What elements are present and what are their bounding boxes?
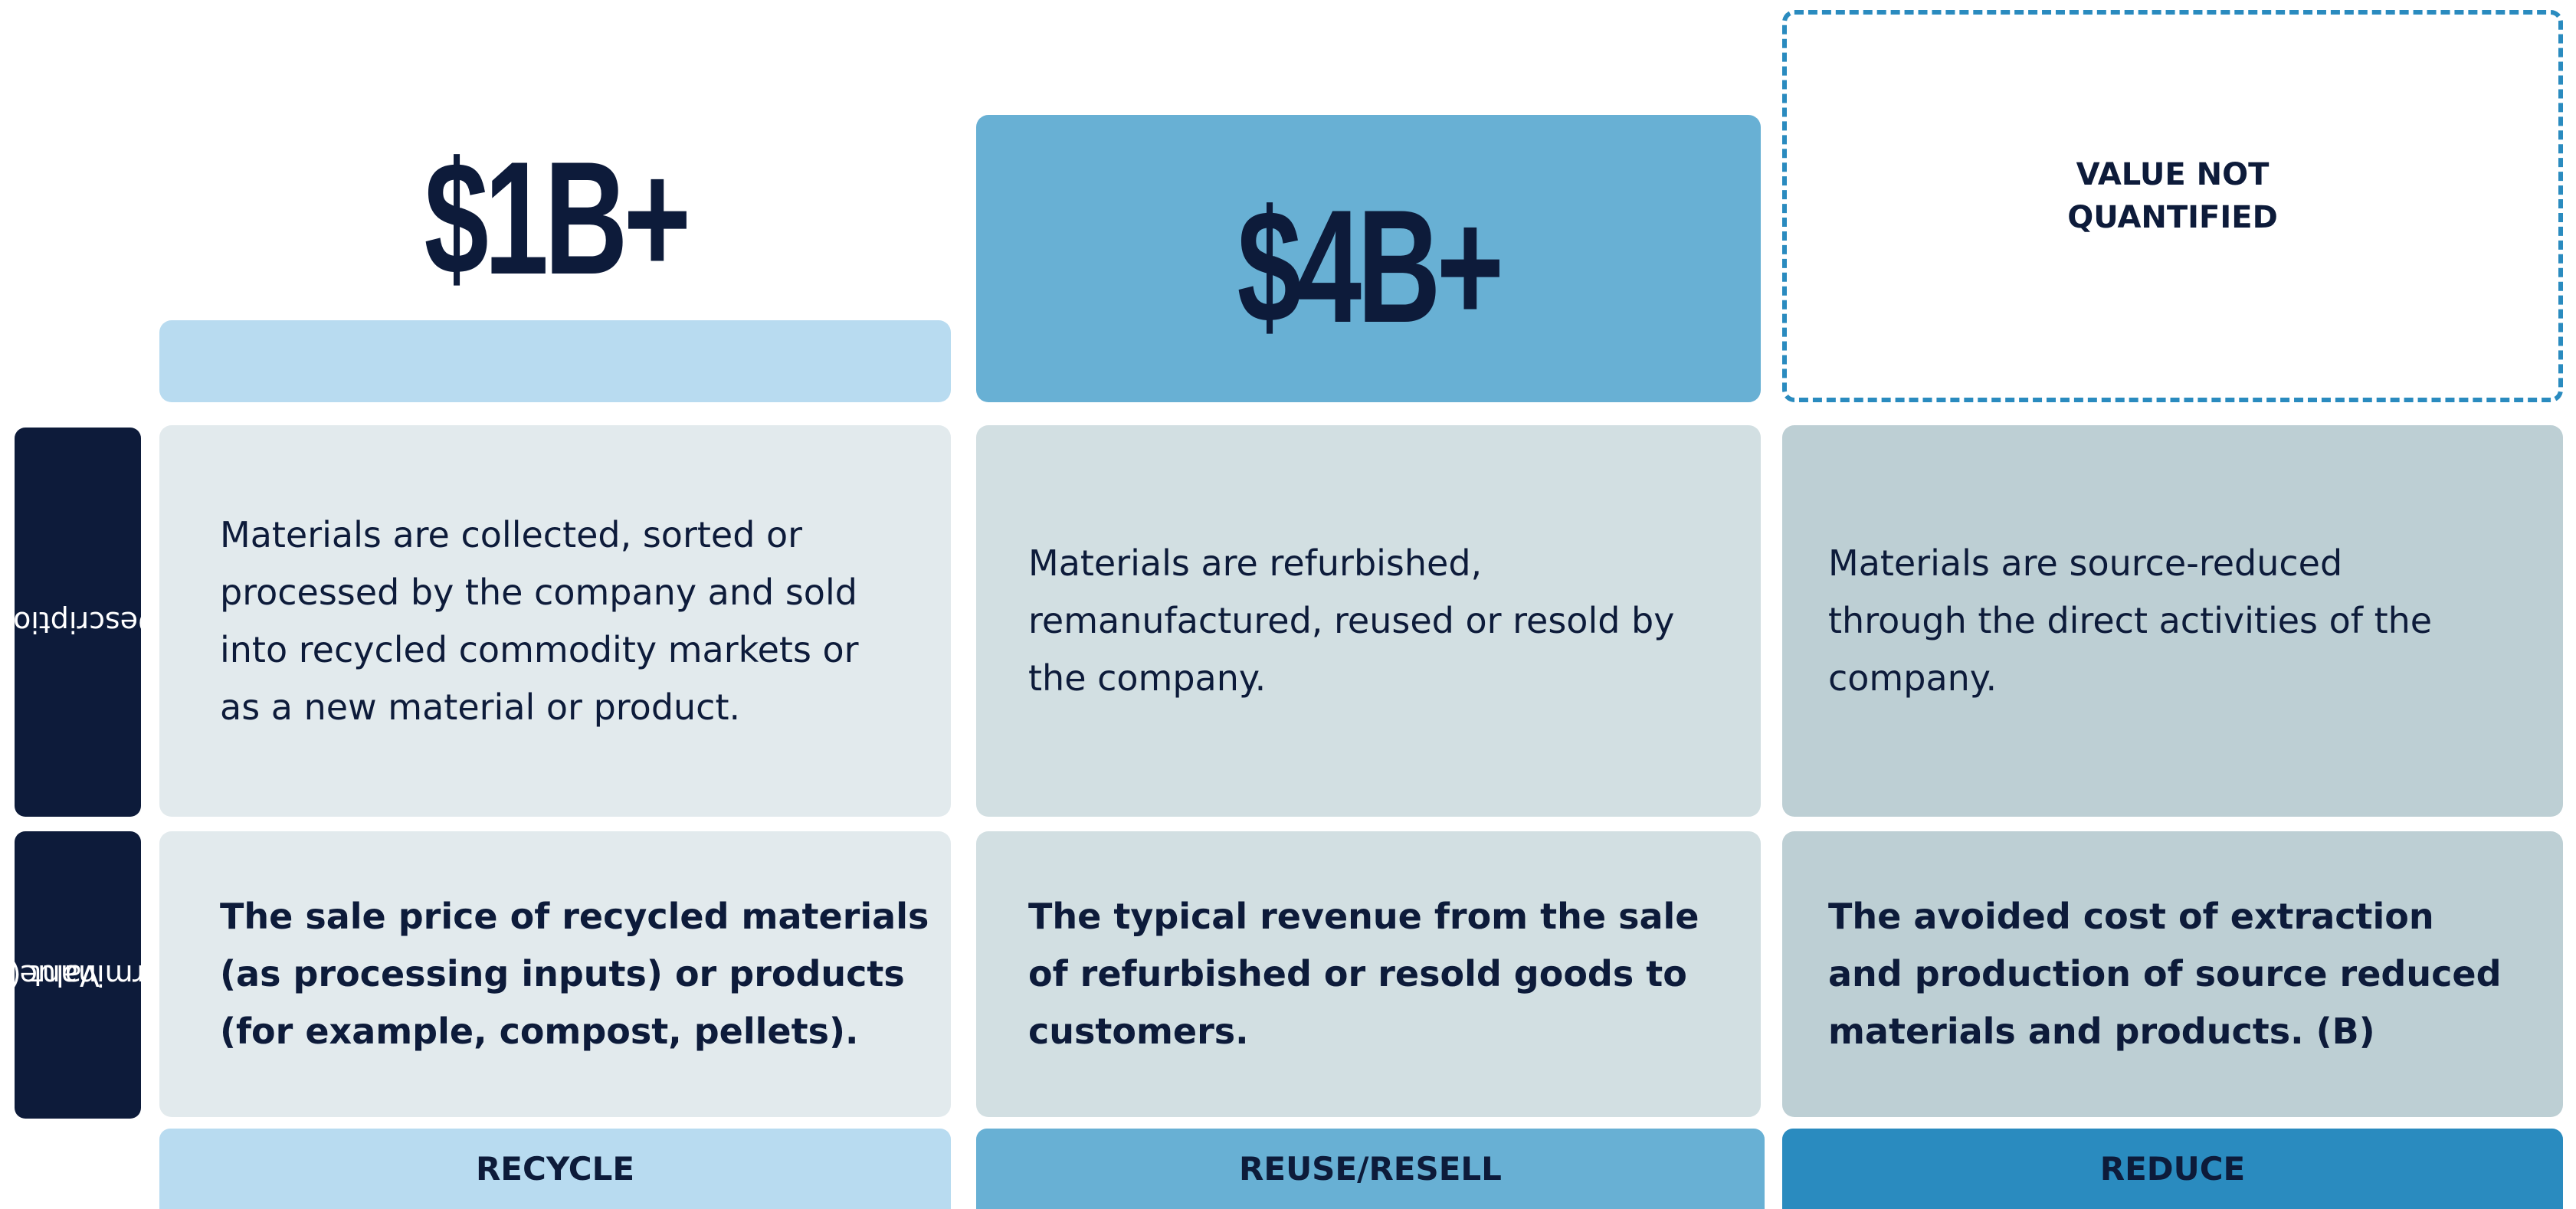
determinant-cell: The sale price of recycled materials (as …: [159, 831, 951, 1117]
description-line: as a new material or product.: [220, 686, 741, 728]
column-label: REDUCE: [1782, 1129, 2563, 1209]
column-label-text: REDUCE: [2099, 1150, 2246, 1188]
determinant-cell: The typical revenue from the sale of refu…: [976, 831, 1761, 1117]
determinant-line: The sale price of recycled materials: [220, 896, 929, 937]
description-cell: Materials are source-reduced through the …: [1782, 425, 2563, 817]
determinant-line: The typical revenue from the sale: [1028, 896, 1699, 937]
row-label-text: Value Determinant (A): [0, 857, 214, 1093]
row-label-line: Description: [0, 605, 161, 639]
column-label: REUSE/RESELL: [976, 1129, 1765, 1209]
value-box: $4B+: [976, 115, 1761, 402]
value-bar: [159, 320, 951, 402]
description-line: into recycled commodity markets or: [220, 628, 859, 670]
value-line: QUANTIFIED: [2067, 200, 2278, 235]
column-label: RECYCLE: [159, 1129, 951, 1209]
description-line: through the direct activities of the: [1828, 600, 2433, 641]
determinant-line: (as processing inputs) or products: [220, 953, 905, 994]
determinant-line: of refurbished or resold goods to: [1028, 953, 1687, 994]
determinant-line: materials and products. (B): [1828, 1011, 2375, 1052]
value-box: [1782, 10, 2563, 402]
value: $1B+: [424, 128, 690, 308]
description-line: company.: [1828, 657, 1998, 699]
column-label-text: RECYCLE: [475, 1150, 635, 1188]
row-label: Description: [0, 428, 161, 817]
description-line: Materials are refurbished,: [1028, 542, 1483, 584]
value-text: VALUE NOT QUANTIFIED: [1782, 153, 2563, 239]
determinant-line: customers.: [1028, 1011, 1249, 1052]
value-line: VALUE NOT: [2076, 157, 2270, 192]
determinant-line: and production of source reduced: [1828, 953, 2502, 994]
description-cell: Materials are refurbished, remanufactured…: [976, 425, 1761, 817]
determinant-line: (for example, compost, pellets).: [220, 1011, 859, 1052]
determinant-line: The avoided cost of extraction: [1828, 896, 2434, 937]
row-label-text: Description: [0, 539, 161, 705]
description-cell: Materials are collected, sorted or proces…: [159, 425, 951, 817]
row-label: Value Determinant (A): [0, 831, 214, 1119]
description-line: remanufactured, reused or resold by: [1028, 600, 1675, 641]
value: $4B+: [1237, 175, 1504, 356]
description-line: Materials are collected, sorted or: [220, 513, 803, 555]
value-text: $1B+: [159, 123, 951, 314]
description-line: the company.: [1028, 657, 1267, 699]
description-line: Materials are source-reduced: [1828, 542, 2343, 584]
determinant-cell: The avoided cost of extraction and produc…: [1782, 831, 2563, 1117]
description-line: processed by the company and sold: [220, 571, 857, 613]
column-label-text: REUSE/RESELL: [1239, 1150, 1502, 1188]
